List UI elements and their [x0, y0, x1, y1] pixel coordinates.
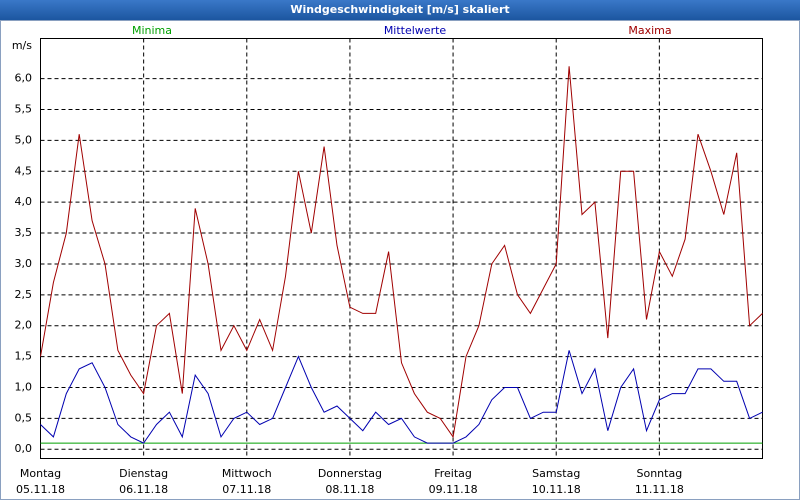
x-tick-label: Montag: [20, 467, 61, 480]
y-tick-label: 3,5: [15, 226, 33, 239]
y-tick-label: 5,0: [15, 133, 33, 146]
x-tick-date: 11.11.18: [635, 483, 684, 496]
x-tick-label: Dienstag: [119, 467, 168, 480]
y-tick-label: 0,5: [15, 411, 33, 424]
x-tick-date: 05.11.18: [16, 483, 65, 496]
x-tick-date: 09.11.18: [429, 483, 478, 496]
chart-title: Windgeschwindigkeit [m/s] skaliert: [290, 3, 509, 16]
y-tick-label: 1,5: [15, 350, 33, 363]
y-tick-label: 2,0: [15, 319, 33, 332]
x-tick-date: 10.11.18: [532, 483, 581, 496]
x-tick-date: 06.11.18: [119, 483, 168, 496]
y-tick-label: 0,0: [15, 442, 33, 455]
x-tick-label: Samstag: [532, 467, 580, 480]
y-tick-label: 3,0: [15, 257, 33, 270]
y-tick-label: 4,0: [15, 195, 33, 208]
x-tick-label: Sonntag: [637, 467, 683, 480]
x-tick-date: 08.11.18: [325, 483, 374, 496]
plot-area: [40, 38, 763, 459]
x-tick-date: 07.11.18: [222, 483, 271, 496]
y-tick-label: 5,5: [15, 103, 33, 116]
series-line: [40, 66, 763, 439]
x-tick-label: Freitag: [434, 467, 472, 480]
legend-label: Maxima: [628, 24, 671, 37]
y-tick-label: 4,5: [15, 164, 33, 177]
y-unit: m/s: [12, 39, 32, 52]
legend-label: Minima: [132, 24, 172, 37]
title-bar: [0, 0, 800, 20]
y-tick-label: 6,0: [15, 72, 33, 85]
legend-label: Mittelwerte: [384, 24, 447, 37]
y-tick-label: 2,5: [15, 288, 33, 301]
x-tick-label: Mittwoch: [222, 467, 272, 480]
y-tick-label: 1,0: [15, 380, 33, 393]
x-tick-label: Donnerstag: [318, 467, 382, 480]
series-line: [40, 350, 763, 444]
